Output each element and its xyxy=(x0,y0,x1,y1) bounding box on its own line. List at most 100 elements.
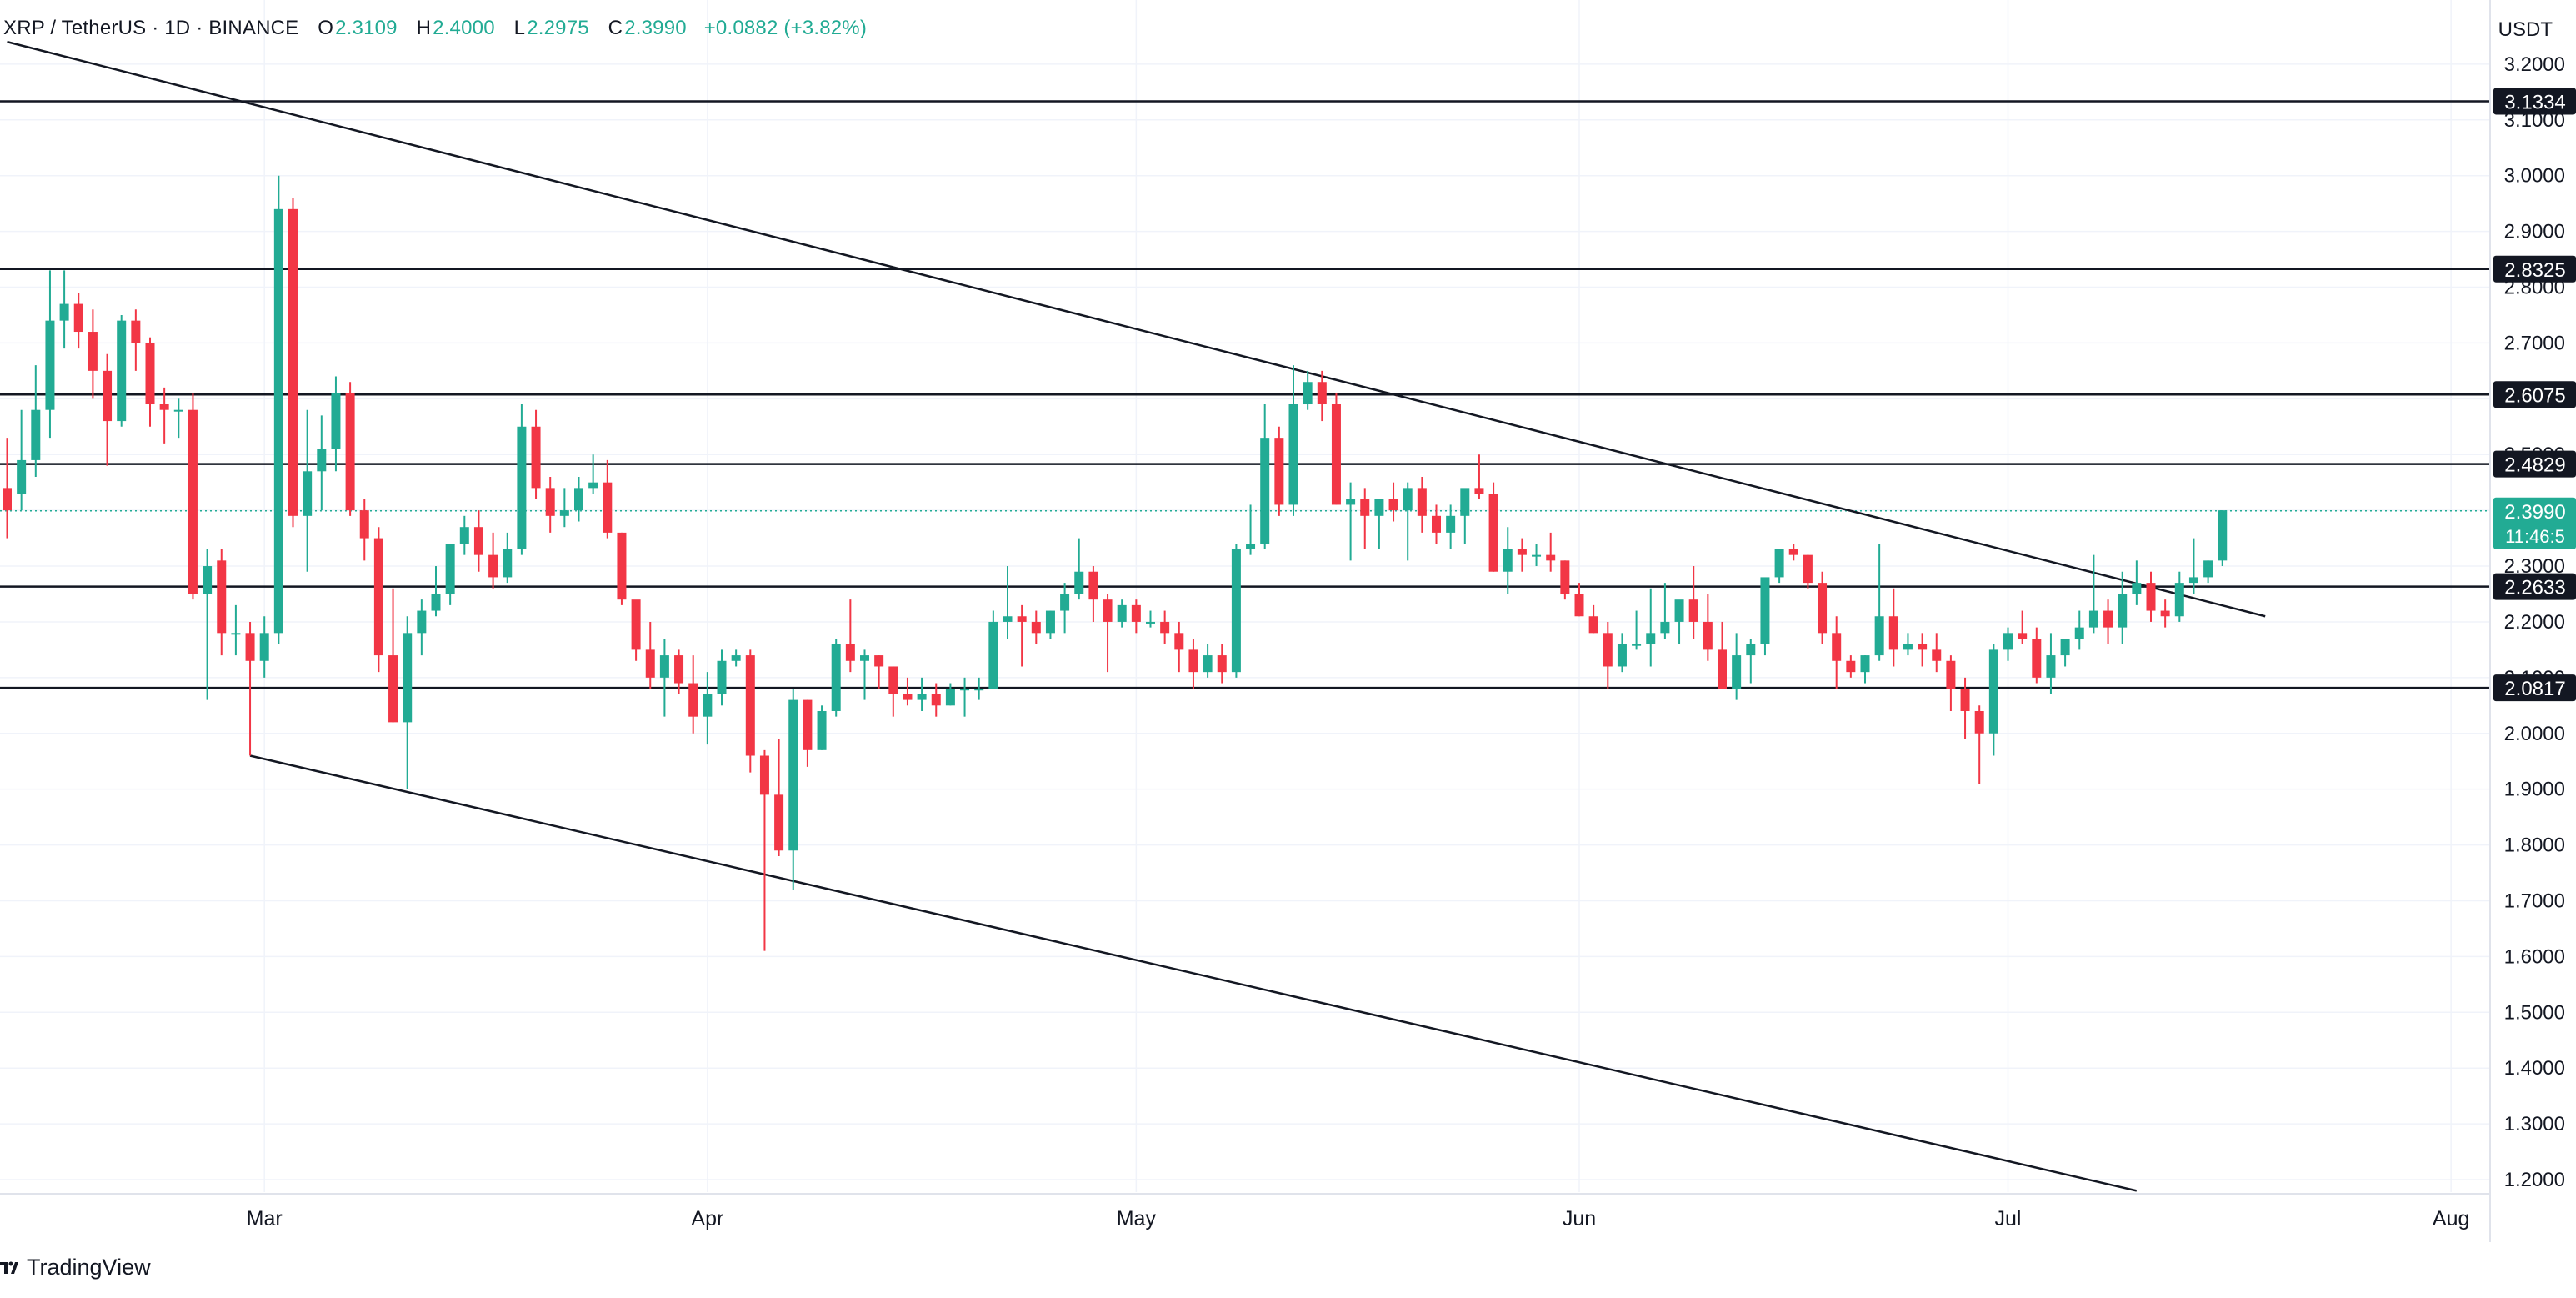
candle-down xyxy=(1088,566,1098,622)
candle-body xyxy=(2132,583,2142,594)
candle-down xyxy=(2103,599,2113,644)
candle-up xyxy=(2088,554,2098,634)
candle-body xyxy=(1188,649,1198,673)
candle-down xyxy=(2018,610,2028,644)
candle-up xyxy=(1532,544,1542,567)
candle-down xyxy=(1274,426,1284,516)
candle-body xyxy=(2218,510,2228,561)
candle-body xyxy=(1960,689,1970,711)
level-price-label: 3.1334 xyxy=(2493,88,2576,115)
candle-body xyxy=(617,532,627,600)
candle-up xyxy=(1674,599,1684,644)
candle-body xyxy=(1646,633,1656,644)
candle-up xyxy=(303,409,313,572)
candle-body xyxy=(2060,639,2070,656)
candle-body xyxy=(1860,655,1870,673)
candle-body xyxy=(1988,649,1998,734)
candle-down xyxy=(1517,538,1527,572)
candle-down xyxy=(2146,571,2156,622)
candle-body xyxy=(1718,649,1727,689)
candle-body xyxy=(645,649,655,678)
y-tick-label: 1.3000 xyxy=(2504,1113,2565,1135)
level-price-label: 2.0817 xyxy=(2493,674,2576,702)
symbol-label[interactable]: XRP / TetherUS · 1D · BINANCE xyxy=(3,17,299,39)
candle-body xyxy=(1160,621,1170,634)
level-label-box xyxy=(2493,88,2576,115)
candle-body xyxy=(2103,610,2113,628)
candle-down xyxy=(803,699,813,767)
candle-down xyxy=(359,499,369,561)
candle-down xyxy=(1474,454,1484,499)
candle-body xyxy=(1217,655,1227,673)
candle-down xyxy=(1846,655,1856,678)
candle-body xyxy=(603,482,613,533)
x-tick-label: Apr xyxy=(691,1207,723,1230)
tradingview-logo[interactable]: TradingView xyxy=(0,1255,151,1280)
candle-up xyxy=(1446,504,1456,549)
candle-down xyxy=(1488,482,1498,572)
price-labels: 3.1334 2.8325 2.6075 2.4829 2.2633 2.0817 2.39… xyxy=(2493,88,2576,702)
candle-body xyxy=(1803,554,1813,584)
candle-body xyxy=(273,208,283,634)
candle-body xyxy=(903,694,913,700)
candle-body xyxy=(145,343,155,405)
candle-up xyxy=(1045,610,1055,639)
time-axis: Mar Apr May Jun Jul Aug xyxy=(0,1193,2490,1230)
candle-body xyxy=(17,459,27,494)
candle-body xyxy=(1732,655,1742,689)
candle-body xyxy=(1703,621,1713,650)
candle-body xyxy=(1088,571,1098,600)
currency-unit[interactable]: USDT xyxy=(2498,18,2553,41)
candle-body xyxy=(1303,382,1313,405)
candle-down xyxy=(903,677,913,706)
candle-body xyxy=(1918,644,1928,650)
candle-down xyxy=(1031,610,1041,644)
level-price-label: 2.8325 xyxy=(2493,255,2576,283)
candle-down xyxy=(674,649,684,694)
y-tick-label: 1.5000 xyxy=(2504,1001,2565,1024)
candle-body xyxy=(2088,610,2098,628)
level-price-label: 2.6075 xyxy=(2493,381,2576,408)
candle-down xyxy=(1546,532,1556,572)
candle-body xyxy=(860,655,869,661)
candle-up xyxy=(1246,504,1256,555)
candle-body xyxy=(331,393,341,449)
candle-body xyxy=(1946,660,1956,689)
candle-up xyxy=(117,314,127,427)
x-tick-label: Aug xyxy=(2433,1207,2469,1230)
candle-body xyxy=(545,488,555,516)
candle-down xyxy=(645,621,655,689)
last-price-text: 2.3990 xyxy=(2504,501,2565,524)
candle-body xyxy=(1603,633,1613,667)
candle-up xyxy=(231,604,241,656)
candle-down xyxy=(1803,554,1813,589)
y-tick-label: 2.0000 xyxy=(2504,723,2565,745)
candle-body xyxy=(1117,604,1127,622)
candle-body xyxy=(1231,549,1241,673)
level-label-text: 2.8325 xyxy=(2504,259,2565,282)
x-tick-label: Jul xyxy=(1995,1207,2022,1230)
open-label: O xyxy=(318,17,334,39)
candle-up xyxy=(1374,499,1384,549)
candle-body xyxy=(888,666,898,694)
candle-body xyxy=(1903,644,1913,650)
candle-body xyxy=(1203,655,1213,673)
candle-up xyxy=(1117,599,1127,628)
candle-up xyxy=(273,175,283,644)
trendline xyxy=(249,754,2138,1192)
candle-down xyxy=(1888,588,1898,667)
candle-body xyxy=(1288,404,1298,505)
candle-body xyxy=(31,409,41,460)
candle-down xyxy=(488,532,498,589)
candle-body xyxy=(817,710,827,750)
candle-down xyxy=(845,599,855,673)
candle-body xyxy=(388,655,398,723)
candle-body xyxy=(574,488,583,511)
brand-name: TradingView xyxy=(27,1255,151,1280)
candle-body xyxy=(2203,560,2213,578)
candle-body xyxy=(731,655,741,661)
candle-down xyxy=(1918,633,1928,667)
trendlines xyxy=(7,40,2266,1192)
candle-up xyxy=(1503,527,1513,594)
